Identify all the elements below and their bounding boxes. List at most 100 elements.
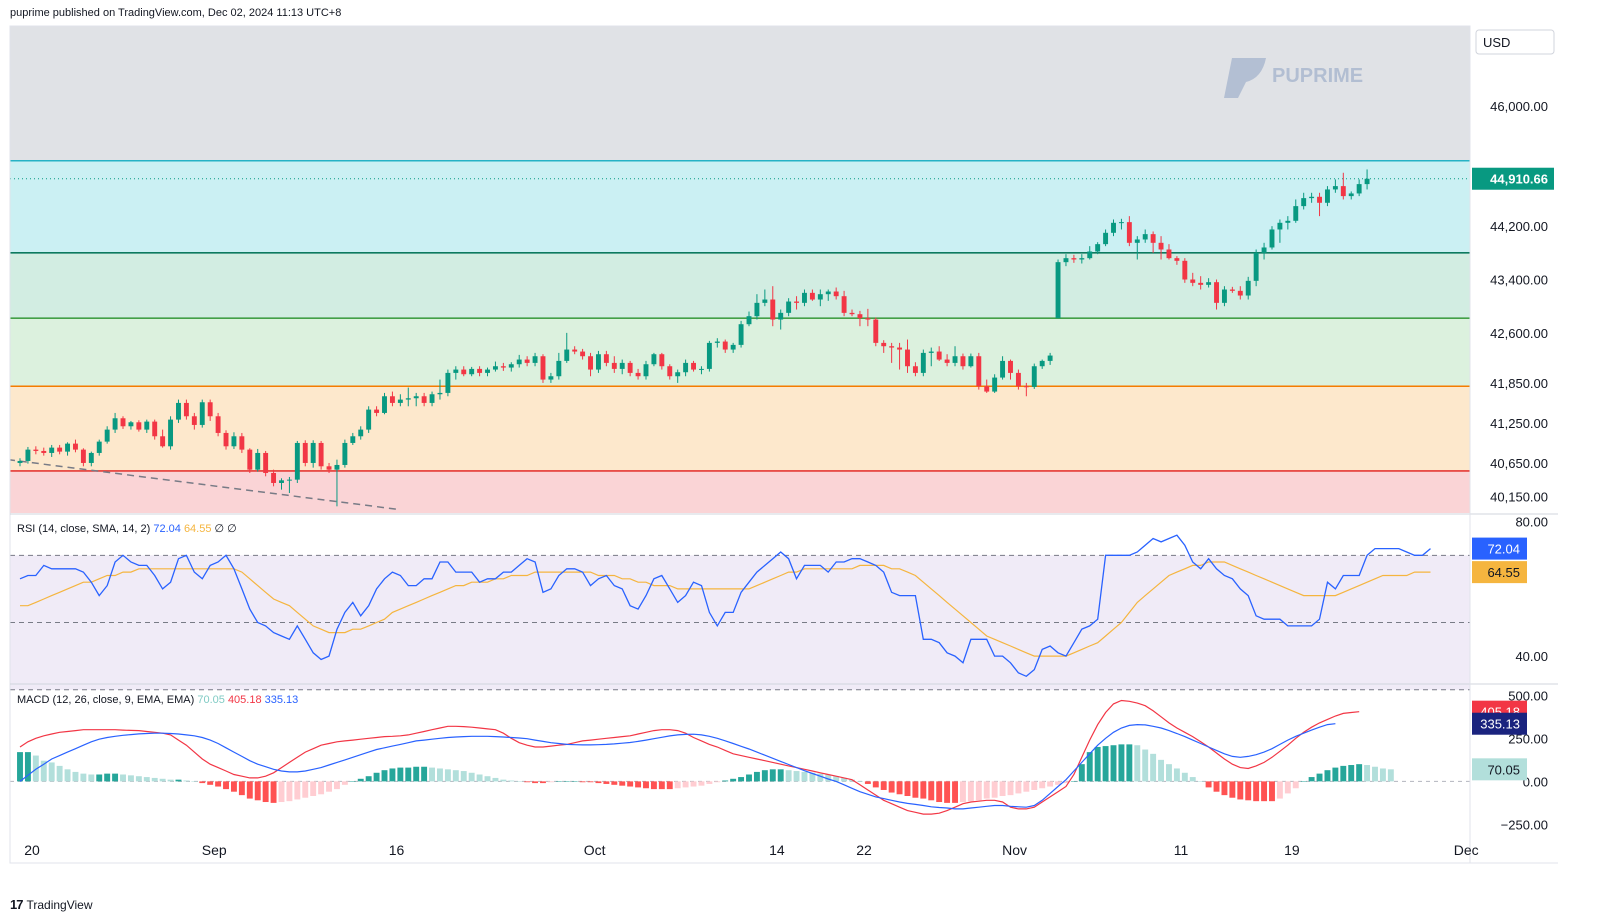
macd-histogram-bar: [611, 781, 618, 785]
macd-histogram-bar: [1007, 781, 1014, 796]
rsi-tick-label: 80.00: [1515, 515, 1548, 530]
candle-body: [286, 479, 292, 481]
macd-legend: MACD (12, 26, close, 9, EMA, EMA) 70.05 …: [17, 694, 298, 706]
macd-histogram-bar: [191, 781, 198, 782]
candle-body: [699, 368, 704, 370]
candle-body: [714, 341, 720, 343]
macd-value-tag-2: [1472, 758, 1527, 781]
macd-histogram-bar: [452, 770, 459, 782]
candle: [1174, 256, 1180, 265]
candle-body: [588, 356, 593, 370]
macd-histogram-bar: [381, 770, 388, 782]
rsi-value-label: 72.04: [1487, 542, 1520, 557]
candle-body: [912, 366, 918, 373]
candle-body: [1103, 232, 1109, 245]
macd-histogram-bar: [516, 781, 523, 782]
macd-histogram-bar: [579, 781, 586, 783]
macd-histogram-bar: [112, 773, 119, 782]
macd-histogram-bar: [500, 779, 507, 782]
rsi-line: [19, 534, 1431, 678]
candle-body: [857, 314, 863, 319]
candle-body: [825, 291, 831, 295]
macd-histogram-bar: [1181, 772, 1188, 782]
macd-histogram-bar: [492, 777, 499, 782]
candle-body: [144, 421, 150, 430]
candle: [1245, 276, 1251, 300]
candle-body: [794, 301, 800, 303]
candle: [207, 399, 213, 421]
macd-histogram-bar: [397, 767, 404, 782]
macd-histogram-bar: [547, 781, 554, 783]
candle: [556, 352, 562, 380]
macd-histogram-bar: [1086, 752, 1093, 782]
candle: [1253, 249, 1259, 287]
candle: [469, 366, 475, 377]
macd-histogram-bar: [658, 781, 665, 790]
candle-body: [1174, 258, 1180, 261]
macd-histogram-bar: [849, 779, 855, 782]
puprime-logo-icon: [1224, 58, 1266, 98]
candle-body: [643, 364, 649, 377]
tradingview-logo-text: TradingView: [26, 897, 93, 912]
candle-body: [318, 442, 324, 467]
candle-body: [1332, 186, 1338, 190]
candle-body: [1039, 360, 1045, 367]
macd-histogram-bar: [1261, 781, 1268, 802]
candle-body: [667, 366, 673, 377]
price-tick-label: 40,150.00: [1490, 489, 1548, 504]
macd-histogram-bar: [1340, 765, 1347, 782]
macd-histogram-bar: [56, 765, 63, 782]
candle: [865, 308, 871, 327]
last-price-label: 44,910.66: [1490, 172, 1548, 187]
candle: [1293, 199, 1299, 223]
time-tick-label: 19: [1284, 842, 1300, 858]
macd-histogram-bar: [532, 781, 539, 784]
candle-body: [1309, 196, 1315, 199]
candle: [1214, 279, 1219, 310]
rsi-ma-line: [20, 561, 1431, 657]
candle: [786, 298, 792, 317]
candle-body: [1166, 249, 1172, 259]
macd-histogram-bar: [357, 778, 364, 782]
candle-body: [1245, 280, 1251, 296]
macd-histogram-bar: [896, 781, 903, 795]
candle: [540, 354, 546, 383]
candle: [603, 350, 609, 367]
candle-body: [1356, 184, 1362, 194]
candle-body: [564, 349, 570, 361]
candle: [699, 366, 704, 375]
macd-histogram-bar: [952, 781, 958, 803]
macd-histogram-bar: [17, 752, 23, 782]
candle: [1015, 369, 1021, 390]
candle: [334, 459, 340, 507]
macd-tick-label: 500.00: [1508, 688, 1548, 703]
candle-body: [651, 354, 657, 365]
candle-body: [1000, 360, 1006, 378]
macd-histogram-bar: [571, 781, 578, 782]
candle: [382, 392, 387, 415]
candle: [1261, 242, 1267, 260]
macd-histogram-bar: [254, 781, 261, 801]
candle-body: [770, 299, 776, 320]
candle-body: [469, 368, 475, 375]
macd-histogram-bar: [1213, 781, 1220, 792]
candle: [595, 350, 601, 373]
macd-histogram-bar: [32, 755, 39, 782]
candle-body: [1269, 229, 1275, 248]
candle: [17, 458, 23, 467]
macd-histogram-bar: [540, 781, 546, 784]
candle: [1079, 254, 1085, 264]
price-zone-5: [10, 470, 1470, 513]
macd-histogram-bar: [635, 781, 642, 788]
candle-body: [17, 460, 23, 463]
candle: [841, 290, 847, 317]
macd-histogram-bar: [238, 781, 245, 796]
price-zone-0: [10, 26, 1470, 161]
candle: [128, 420, 134, 430]
macd-histogram-bar: [349, 781, 356, 782]
candle: [1348, 191, 1354, 200]
tradingview-footer[interactable]: 17 TradingView: [10, 897, 93, 912]
candle-body: [1015, 372, 1021, 387]
candle: [952, 346, 958, 367]
macd-histogram-bar: [1245, 781, 1252, 801]
